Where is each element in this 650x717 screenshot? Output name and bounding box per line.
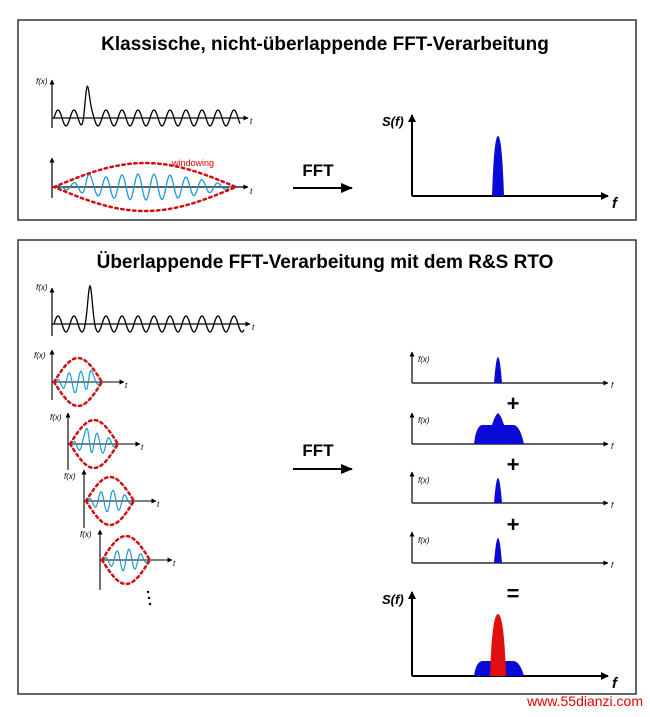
windowed-waveform (54, 173, 237, 201)
window-envelope (52, 356, 104, 408)
fx-label: f(x) (80, 530, 92, 539)
spectrum-peak (494, 478, 502, 503)
t-label: t (252, 323, 255, 332)
spectrum-4: f(x) f (409, 531, 614, 570)
window-envelope (50, 161, 240, 213)
window-envelope (68, 418, 120, 470)
spectrum-sum-peak (490, 614, 506, 676)
t-label: t (125, 381, 128, 390)
spectrum-ylabel: S(f) (382, 114, 404, 129)
window-envelope (84, 475, 136, 527)
windowing-label: windowing (171, 158, 214, 168)
spectrum-peak (494, 357, 502, 383)
window-envelope (100, 534, 152, 586)
windowed-waveform (101, 548, 151, 572)
f-label: f (611, 442, 614, 451)
equals-sign: = (507, 581, 520, 606)
continuation-dots (146, 590, 152, 606)
windowed-waveform (53, 369, 103, 394)
signal-waveform (53, 85, 241, 127)
fx-label: f(x) (36, 283, 48, 292)
panel1-windowed-plot: t windowing (49, 157, 253, 213)
spectrum-3: f(x) f (409, 471, 614, 510)
windowed-waveform (85, 489, 135, 513)
spectrum-xlabel: f (612, 675, 619, 692)
t-label: t (157, 500, 160, 509)
segment-4: f(x) t (80, 529, 176, 590)
spectrum-peak (494, 538, 502, 563)
fft-label: FFT (302, 161, 334, 180)
fx-label: f(x) (64, 472, 76, 481)
spectrum-peak (492, 136, 504, 196)
t-label: t (250, 187, 253, 196)
panel1-title: Klassische, nicht-überlappende FFT-Verar… (101, 34, 549, 55)
spectrum-xlabel: f (612, 195, 619, 212)
fx-label: f(x) (418, 355, 430, 364)
panel1-spectrum-plot: S(f) f (382, 114, 619, 212)
t-label: t (141, 443, 144, 452)
fx-label: f(x) (418, 476, 430, 485)
fx-label: f(x) (36, 77, 48, 86)
panel2-signal-plot: f(x) t (36, 283, 255, 336)
spectrum-1: f(x) f (409, 351, 614, 390)
plus-sign: + (507, 512, 520, 537)
spectrum-2: f(x) f (409, 412, 614, 451)
segment-3: f(x) t (64, 469, 160, 528)
segment-2: f(x) t (50, 412, 144, 470)
windowed-segments: f(x) t f(x) t f(x) t f(x) t (34, 349, 176, 606)
panel2-frame (17, 239, 637, 695)
plus-sign: + (507, 391, 520, 416)
watermark: www.55dianzi.com (526, 693, 643, 709)
t-label: t (250, 117, 253, 126)
f-label: f (611, 381, 614, 390)
spectrum-ylabel: S(f) (382, 592, 404, 607)
fx-label: f(x) (418, 536, 430, 545)
spectrum-sum: S(f) f (382, 591, 619, 692)
f-label: f (611, 561, 614, 570)
panel1-frame (17, 19, 637, 221)
fx-label: f(x) (50, 413, 62, 422)
fx-label: f(x) (418, 416, 430, 425)
panel1-signal-plot: f(x) t (36, 77, 253, 128)
segment-1: f(x) t (34, 349, 128, 408)
panel2-title: Überlappende FFT-Verarbeitung mit dem R&… (97, 252, 554, 273)
windowed-waveform (69, 427, 119, 454)
f-label: f (611, 501, 614, 510)
signal-waveform (53, 284, 245, 333)
fft-label: FFT (302, 441, 334, 460)
plus-sign: + (507, 452, 520, 477)
t-label: t (173, 559, 176, 568)
spectrum-broad (474, 413, 524, 444)
fx-label: f(x) (34, 351, 46, 360)
